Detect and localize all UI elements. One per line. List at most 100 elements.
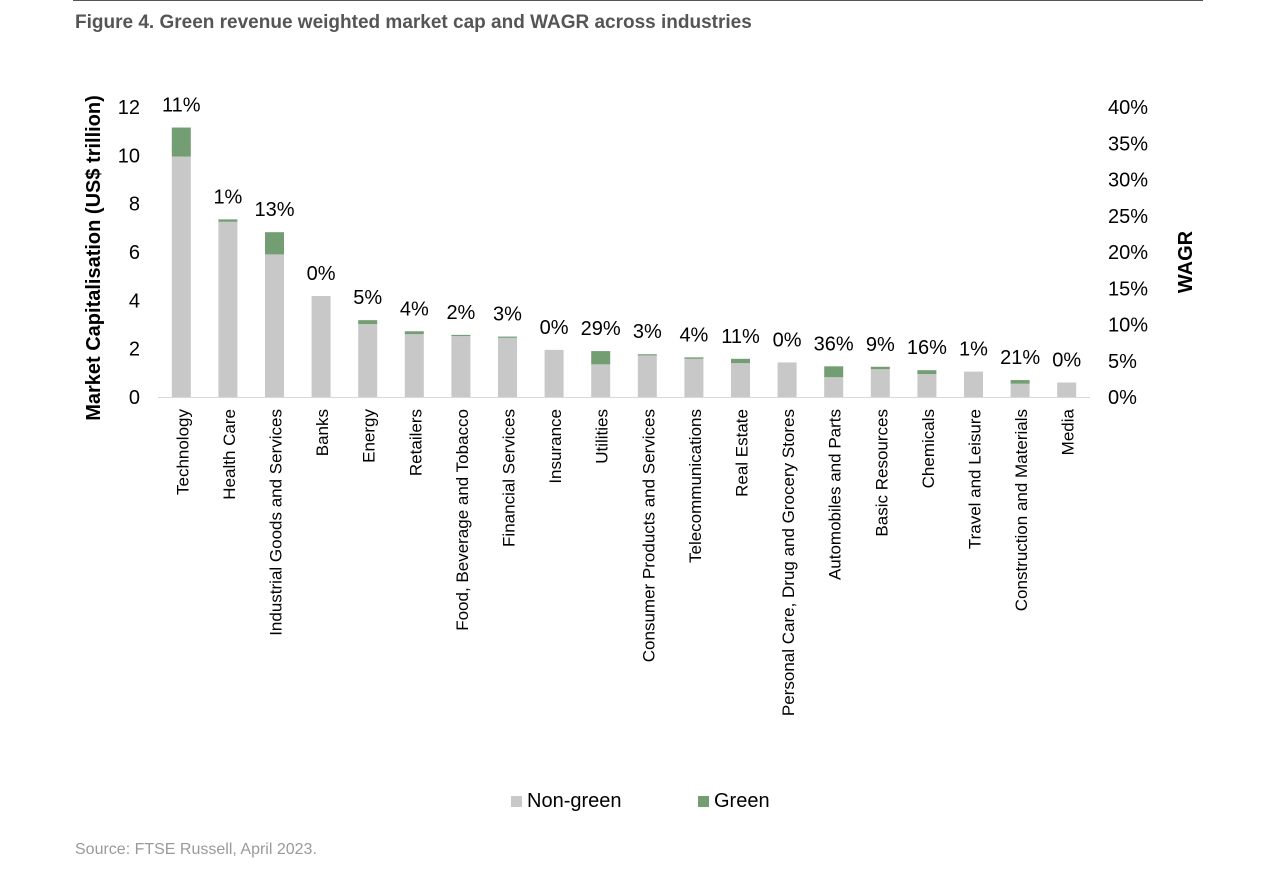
y2-tick-label: 40%	[1108, 97, 1148, 119]
bar-non-green	[637, 355, 657, 397]
x-category-label: Energy	[360, 409, 379, 463]
x-category-label: Basic Resources	[872, 409, 891, 537]
legend-swatch-green	[698, 796, 709, 807]
y2-tick-label: 5%	[1108, 351, 1137, 373]
legend-item-non-green: Non-green	[511, 790, 622, 813]
x-category-label: Media	[1059, 408, 1078, 455]
wagr-data-label: 13%	[254, 199, 294, 221]
bar-green	[684, 357, 704, 359]
y-tick-label: 8	[129, 194, 140, 216]
y2-tick-label: 35%	[1108, 133, 1148, 155]
wagr-data-label: 11%	[721, 326, 760, 348]
x-category-label: Financial Services	[500, 409, 519, 547]
bar-non-green	[171, 156, 191, 397]
y2-tick-label: 25%	[1108, 206, 1148, 228]
bar-non-green	[358, 324, 378, 397]
y-tick-label: 4	[129, 290, 140, 312]
x-category-label: Automobiles and Parts	[826, 409, 845, 580]
x-category-label: Food, Beverage and Tobacco	[453, 409, 472, 631]
figure-title: Figure 4. Green revenue weighted market …	[75, 12, 752, 33]
wagr-data-label: 4%	[400, 298, 429, 320]
top-rule	[73, 0, 1203, 1]
legend-label-non-green: Non-green	[527, 790, 622, 812]
bar-non-green	[824, 377, 844, 397]
bar-green	[1010, 380, 1030, 384]
y-tick-label: 0	[129, 387, 140, 409]
y2-tick-label: 0%	[1108, 387, 1137, 409]
x-category-label: Chemicals	[919, 409, 938, 488]
y-axis-title: Market Capitalisation (US$ trillion)	[83, 95, 105, 421]
x-category-label: Technology	[173, 409, 192, 496]
wagr-data-label: 36%	[814, 333, 854, 355]
wagr-data-label: 21%	[1000, 347, 1040, 369]
legend: Non-green Green	[0, 790, 1275, 816]
wagr-data-label: 3%	[633, 321, 662, 343]
wagr-data-label: 3%	[493, 304, 522, 326]
bar-green	[731, 358, 750, 364]
wagr-data-label: 9%	[866, 334, 895, 356]
wagr-data-label: 29%	[581, 318, 621, 340]
bar-non-green	[684, 358, 704, 397]
wagr-data-label: 1%	[959, 339, 988, 361]
legend-swatch-non-green	[511, 796, 522, 807]
bar-non-green	[591, 364, 611, 397]
x-category-label: Travel and Leisure	[966, 409, 985, 549]
bar-green	[171, 127, 191, 157]
bar-non-green	[1057, 382, 1077, 397]
bar-green	[265, 232, 284, 255]
bar-non-green	[218, 221, 238, 397]
y2-tick-label: 10%	[1108, 315, 1148, 337]
bar-non-green	[498, 337, 517, 397]
x-category-label: Insurance	[546, 409, 565, 484]
bar-non-green	[311, 295, 331, 397]
x-category-label: Utilities	[593, 409, 612, 464]
bar-green	[404, 331, 424, 335]
wagr-data-label: 0%	[540, 317, 569, 339]
bar-non-green	[265, 254, 284, 397]
x-category-label: Retailers	[406, 409, 425, 476]
x-category-label: Construction and Materials	[1012, 409, 1031, 611]
bar-non-green	[404, 334, 424, 397]
legend-item-green: Green	[698, 790, 770, 813]
bar-green	[591, 351, 611, 365]
wagr-data-label: 0%	[1052, 350, 1081, 372]
bar-non-green	[451, 336, 471, 397]
wagr-data-label: 11%	[162, 95, 201, 117]
bar-green	[917, 370, 937, 375]
legend-label-green: Green	[714, 790, 770, 812]
y2-axis-title: WAGR	[1175, 230, 1197, 293]
bar-green	[637, 354, 657, 356]
bar-green	[498, 336, 517, 338]
x-category-label: Real Estate	[733, 409, 752, 497]
bar-non-green	[870, 369, 890, 397]
wagr-data-label: 16%	[907, 337, 947, 359]
bar-non-green	[777, 362, 797, 397]
y-tick-label: 6	[129, 242, 140, 264]
y-tick-label: 12	[118, 97, 140, 119]
y2-tick-label: 30%	[1108, 170, 1148, 192]
source-note: Source: FTSE Russell, April 2023.	[75, 841, 317, 858]
bar-non-green	[544, 349, 564, 397]
bar-green	[870, 366, 890, 370]
bar-green	[218, 219, 238, 222]
wagr-data-label: 1%	[213, 186, 242, 208]
bar-non-green	[917, 374, 937, 397]
wagr-data-label: 0%	[307, 263, 336, 285]
bar-non-green	[964, 371, 983, 397]
wagr-data-label: 0%	[773, 329, 802, 351]
wagr-data-label: 4%	[679, 324, 708, 346]
x-category-label: Personal Care, Drug and Grocery Stores	[779, 409, 798, 716]
y2-tick-label: 15%	[1108, 278, 1148, 300]
bar-non-green	[1010, 383, 1030, 397]
bar-green	[358, 320, 378, 325]
wagr-data-label: 5%	[353, 287, 382, 309]
x-category-label: Banks	[313, 409, 332, 456]
wagr-data-label: 2%	[446, 302, 475, 324]
x-category-label: Consumer Products and Services	[639, 409, 658, 662]
bar-green	[824, 366, 844, 378]
y2-tick-label: 20%	[1108, 242, 1148, 264]
y-tick-label: 2	[129, 339, 140, 361]
x-category-label: Industrial Goods and Services	[267, 409, 286, 636]
bar-green	[451, 334, 471, 337]
x-category-label: Telecommunications	[686, 409, 705, 563]
